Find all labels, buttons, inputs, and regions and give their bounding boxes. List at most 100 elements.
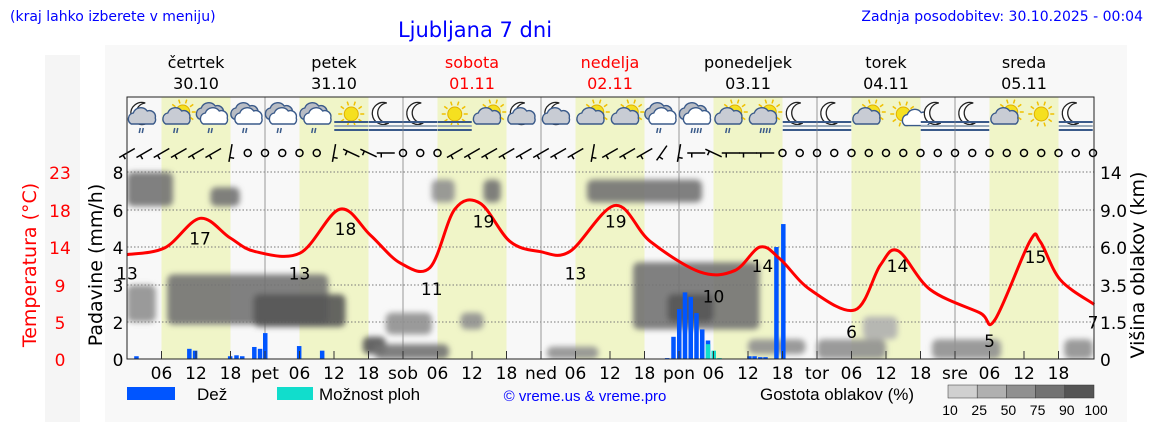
sun-ray bbox=[340, 105, 345, 110]
cloud-blob bbox=[210, 187, 240, 207]
sun-ray bbox=[488, 99, 492, 104]
wind-shaft bbox=[619, 147, 636, 159]
wind-barb-icon bbox=[721, 152, 740, 158]
temperature-axis-label: Temperatura (°C) bbox=[19, 183, 41, 348]
moon-fog-icon bbox=[368, 101, 403, 131]
sun-ray bbox=[898, 101, 902, 106]
sun-ray bbox=[456, 101, 460, 106]
sun-ray bbox=[592, 99, 595, 104]
cloud-blob bbox=[127, 172, 173, 207]
cloud-heavy-rain-icon bbox=[678, 102, 712, 134]
moon-fog-icon bbox=[1058, 101, 1093, 131]
sun-cloud-icon bbox=[852, 99, 886, 125]
wind-shaft bbox=[481, 147, 498, 159]
wind-barb-icon bbox=[170, 147, 187, 160]
cloud-scale-swatch bbox=[947, 384, 978, 399]
temperature-label: 19 bbox=[605, 212, 627, 232]
rain-bar bbox=[252, 346, 257, 359]
wind-barb bbox=[678, 156, 683, 159]
credit-link[interactable]: © vreme.us & vreme.pro bbox=[504, 388, 667, 405]
cloud-scale-swatch bbox=[1064, 384, 1095, 399]
wind-shaft bbox=[550, 147, 567, 159]
sun-ray bbox=[910, 105, 915, 110]
wind-barb-icon bbox=[619, 147, 636, 160]
precipitation-tick: 8 bbox=[113, 164, 124, 184]
sun-ray bbox=[620, 103, 625, 108]
cloud-icon bbox=[472, 107, 502, 125]
x-tick-label: 12 bbox=[461, 364, 483, 384]
x-tick-label: 06 bbox=[289, 364, 311, 384]
location-hint-link[interactable]: (kraj lahko izberete v meniju) bbox=[10, 9, 216, 25]
day-date: 04.11 bbox=[863, 74, 909, 93]
day-name: ponedeljek bbox=[704, 53, 793, 72]
rain-drop bbox=[314, 127, 317, 134]
day-name: torek bbox=[865, 53, 907, 72]
rain-bar bbox=[671, 336, 676, 359]
precipitation-tick: 2 bbox=[113, 314, 124, 334]
rain-bar bbox=[758, 357, 763, 359]
sun-disc bbox=[343, 106, 359, 122]
x-tick-label: 18 bbox=[220, 364, 242, 384]
wind-barb-icon bbox=[187, 147, 205, 160]
rain-bar bbox=[187, 348, 192, 359]
sun-ray bbox=[1030, 118, 1035, 123]
cloud-icon bbox=[507, 107, 536, 125]
temperature-line bbox=[126, 198, 1096, 327]
day-name: petek bbox=[311, 53, 357, 72]
rain-drop bbox=[173, 127, 176, 134]
cloud-icon bbox=[648, 107, 677, 125]
rain-bar bbox=[774, 247, 779, 359]
wind-barb-icon bbox=[376, 152, 395, 158]
wind-calm-icon bbox=[398, 148, 408, 158]
sun-ray bbox=[764, 99, 768, 104]
temperature-label: 13 bbox=[565, 265, 587, 285]
cloud-icon bbox=[199, 107, 229, 125]
sun-cloud-rain-icon bbox=[714, 99, 748, 134]
moon-icon bbox=[923, 101, 942, 126]
temperature-tick: 0 bbox=[55, 351, 66, 371]
legend-rain-label: Dež bbox=[197, 385, 227, 404]
wind-barb bbox=[622, 154, 627, 160]
wind-barb bbox=[139, 154, 144, 160]
wind-calm-icon bbox=[778, 148, 787, 158]
temperature-label: 14 bbox=[887, 257, 909, 277]
sun-ray bbox=[461, 105, 466, 110]
rain-bar bbox=[319, 350, 325, 359]
cloud-height-tick: 0 bbox=[1100, 351, 1111, 371]
wind-barb bbox=[519, 154, 523, 160]
wind-calm-icon bbox=[295, 148, 304, 158]
wind-shaft bbox=[676, 144, 682, 162]
sun-ray bbox=[758, 103, 763, 108]
cloud-blob bbox=[483, 179, 501, 203]
rain-drop bbox=[176, 127, 179, 134]
precipitation-tick: 4 bbox=[113, 239, 124, 259]
sun-ray bbox=[892, 118, 897, 123]
moon-cloud-icon bbox=[507, 101, 536, 126]
rain-bar bbox=[234, 355, 239, 359]
rain-drop bbox=[728, 127, 731, 134]
sun-ray bbox=[1030, 105, 1035, 110]
sun-cloud-icon bbox=[472, 99, 507, 125]
rain-bar bbox=[240, 356, 245, 359]
wind-barb bbox=[191, 154, 196, 160]
sun-ray bbox=[443, 105, 448, 110]
cloud-height-tick: 6.0 bbox=[1100, 239, 1127, 259]
rain-drop bbox=[242, 127, 245, 134]
cloud-icon bbox=[576, 107, 605, 125]
wind-shaft bbox=[342, 148, 360, 158]
wind-barb bbox=[208, 154, 213, 160]
temperature-tick: 23 bbox=[49, 164, 71, 184]
sun-ray bbox=[776, 116, 781, 121]
wind-calm-icon bbox=[933, 148, 942, 158]
cloud-scale-label: 10 bbox=[942, 402, 958, 418]
sun-ray bbox=[1043, 101, 1046, 106]
wind-shaft bbox=[136, 147, 153, 159]
wind-calm-icon bbox=[968, 148, 977, 158]
cloud-blob bbox=[817, 339, 886, 359]
wind-barb bbox=[333, 156, 338, 159]
cloud-scale-label: 50 bbox=[1001, 402, 1017, 418]
sun-ray bbox=[638, 103, 643, 108]
